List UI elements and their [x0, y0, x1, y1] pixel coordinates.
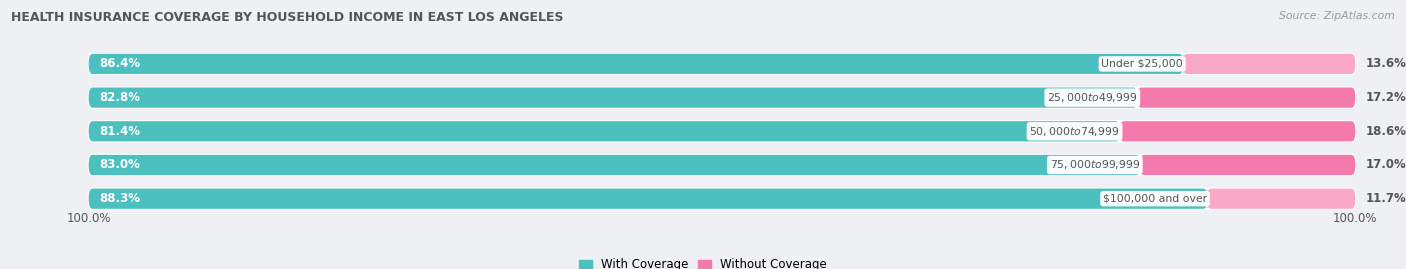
FancyBboxPatch shape	[89, 87, 1355, 108]
FancyBboxPatch shape	[89, 54, 1355, 74]
Text: $50,000 to $74,999: $50,000 to $74,999	[1029, 125, 1119, 138]
FancyBboxPatch shape	[89, 155, 1140, 175]
Text: 13.6%: 13.6%	[1365, 57, 1406, 70]
FancyBboxPatch shape	[1137, 87, 1355, 108]
Text: 100.0%: 100.0%	[66, 212, 111, 225]
Text: $100,000 and over: $100,000 and over	[1104, 194, 1208, 204]
FancyBboxPatch shape	[89, 121, 1119, 141]
FancyBboxPatch shape	[1140, 155, 1355, 175]
Text: 86.4%: 86.4%	[98, 57, 141, 70]
FancyBboxPatch shape	[89, 189, 1355, 209]
FancyBboxPatch shape	[89, 87, 1137, 108]
Text: $25,000 to $49,999: $25,000 to $49,999	[1047, 91, 1137, 104]
Text: 17.0%: 17.0%	[1365, 158, 1406, 172]
Text: 81.4%: 81.4%	[98, 125, 139, 138]
Text: Under $25,000: Under $25,000	[1101, 59, 1182, 69]
Text: 11.7%: 11.7%	[1365, 192, 1406, 205]
Text: 18.6%: 18.6%	[1365, 125, 1406, 138]
FancyBboxPatch shape	[89, 155, 1355, 175]
Text: HEALTH INSURANCE COVERAGE BY HOUSEHOLD INCOME IN EAST LOS ANGELES: HEALTH INSURANCE COVERAGE BY HOUSEHOLD I…	[11, 11, 564, 24]
FancyBboxPatch shape	[89, 54, 1182, 74]
Text: 82.8%: 82.8%	[98, 91, 139, 104]
FancyBboxPatch shape	[89, 189, 1208, 209]
FancyBboxPatch shape	[89, 121, 1355, 141]
FancyBboxPatch shape	[1182, 54, 1355, 74]
FancyBboxPatch shape	[1208, 189, 1355, 209]
Text: 83.0%: 83.0%	[98, 158, 139, 172]
Text: 100.0%: 100.0%	[1333, 212, 1378, 225]
FancyBboxPatch shape	[1119, 121, 1355, 141]
Text: 17.2%: 17.2%	[1365, 91, 1406, 104]
Text: 88.3%: 88.3%	[98, 192, 139, 205]
Text: $75,000 to $99,999: $75,000 to $99,999	[1050, 158, 1140, 172]
Text: Source: ZipAtlas.com: Source: ZipAtlas.com	[1279, 11, 1395, 21]
Legend: With Coverage, Without Coverage: With Coverage, Without Coverage	[579, 259, 827, 269]
